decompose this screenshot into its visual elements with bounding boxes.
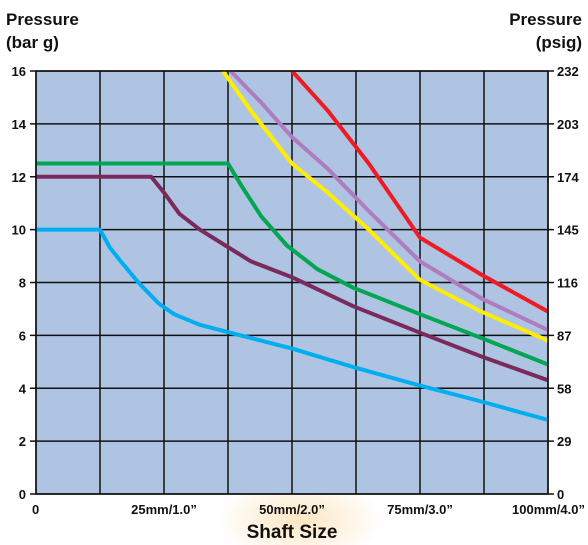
right-tick-label: 203 <box>557 117 579 132</box>
right-tick-label: 58 <box>557 381 571 396</box>
left-y-ticks: 0 2 4 6 8 10 12 14 16 <box>12 64 36 502</box>
series-line-1 <box>36 227 548 422</box>
x-tick-label: 75mm/3.0” <box>387 502 453 517</box>
left-tick-label: 2 <box>19 434 26 449</box>
left-tick-label: 12 <box>12 170 26 185</box>
x-axis-title: Shaft Size <box>247 522 338 543</box>
right-tick-label: 232 <box>557 64 579 79</box>
left-tick-label: 6 <box>19 328 26 343</box>
series-line-5 <box>228 71 548 333</box>
left-tick-label: 0 <box>19 487 26 502</box>
x-tick-label: 0 <box>32 502 39 517</box>
series-line-2 <box>36 174 548 383</box>
left-tick-label: 4 <box>19 381 27 396</box>
right-tick-label: 145 <box>557 223 579 238</box>
series-line-4 <box>220 71 548 343</box>
right-tick-label: 87 <box>557 328 571 343</box>
right-tick-label: 174 <box>557 170 579 185</box>
series-line-3 <box>36 161 548 367</box>
left-tick-label: 16 <box>12 64 26 79</box>
x-ticks: 0 25mm/1.0” 50mm/2.0” 75mm/3.0” 100mm/4.0” <box>32 502 585 517</box>
right-tick-label: 0 <box>557 487 564 502</box>
x-tick-label: 100mm/4.0” <box>512 502 585 517</box>
left-tick-label: 10 <box>12 223 26 238</box>
series-line-6 <box>290 71 548 314</box>
left-tick-label: 14 <box>12 117 27 132</box>
right-y-ticks: 0 29 58 87 116 145 174 203 232 <box>548 64 579 502</box>
right-tick-label: 116 <box>557 276 578 291</box>
series-lines <box>36 71 548 422</box>
left-tick-label: 8 <box>19 276 26 291</box>
grid-lines <box>35 70 549 495</box>
right-axis-title-line1: Pressure <box>509 10 582 29</box>
left-axis-title-line2: (bar g) <box>6 33 59 52</box>
right-axis-title-line2: (psig) <box>536 33 582 52</box>
x-tick-label: 50mm/2.0” <box>259 502 325 517</box>
x-tick-label: 25mm/1.0” <box>131 502 197 517</box>
right-tick-label: 29 <box>557 434 571 449</box>
left-axis-title-line1: Pressure <box>6 10 79 29</box>
